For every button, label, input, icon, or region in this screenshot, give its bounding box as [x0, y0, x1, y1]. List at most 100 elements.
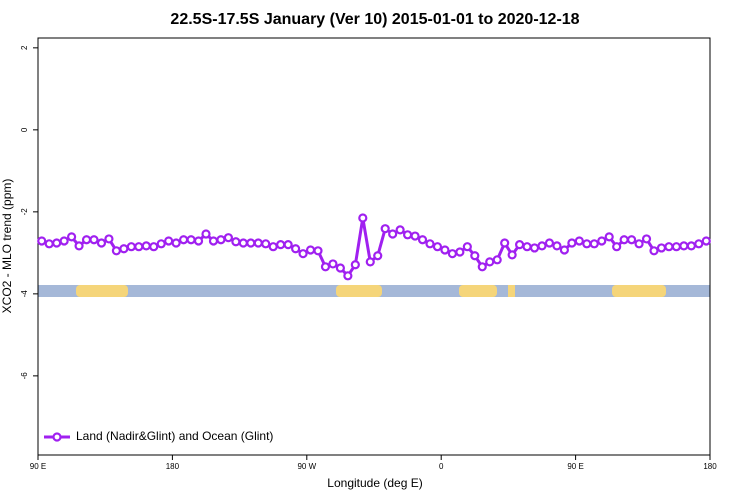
- land-band: [508, 285, 515, 297]
- data-point: [141, 241, 151, 251]
- land-band: [459, 285, 497, 297]
- land-band: [76, 285, 128, 297]
- data-point: [238, 238, 248, 248]
- data-point: [582, 239, 592, 249]
- data-point: [574, 236, 584, 246]
- data-point: [171, 238, 181, 248]
- data-point: [179, 235, 189, 245]
- land-band: [612, 285, 666, 297]
- data-point: [604, 232, 614, 242]
- data-point: [365, 257, 375, 267]
- data-point: [694, 239, 704, 249]
- data-point: [119, 244, 129, 254]
- data-point: [656, 243, 667, 253]
- data-point: [544, 238, 555, 248]
- x-tick-label: 0: [439, 462, 444, 471]
- x-tick-label: 180: [703, 462, 717, 471]
- data-point: [552, 241, 562, 251]
- data-point: [111, 246, 122, 256]
- data-point: [253, 238, 263, 248]
- data-point: [350, 260, 360, 270]
- y-tick-label: -2: [20, 208, 29, 216]
- data-point: [641, 234, 652, 244]
- data-point: [395, 225, 405, 235]
- data-point: [186, 235, 196, 245]
- data-point: [343, 271, 353, 281]
- data-point: [664, 242, 674, 252]
- data-point: [634, 239, 644, 249]
- chart-title: 22.5S-17.5S January (Ver 10) 2015-01-01 …: [170, 11, 579, 28]
- data-point: [671, 242, 682, 252]
- data-point: [358, 213, 368, 223]
- data-point: [559, 245, 570, 255]
- data-point: [626, 235, 637, 245]
- data-point: [89, 235, 99, 245]
- data-point: [380, 224, 390, 234]
- data-point: [149, 242, 159, 252]
- data-point: [201, 229, 211, 239]
- x-tick-label: 180: [166, 462, 180, 471]
- data-point: [81, 235, 92, 245]
- data-point: [246, 238, 256, 248]
- data-point: [701, 236, 711, 246]
- data-point: [208, 236, 219, 246]
- data-point: [686, 241, 696, 251]
- data-point: [276, 240, 286, 250]
- data-point: [537, 241, 547, 251]
- data-point: [567, 238, 577, 248]
- y-tick-label: -4: [20, 290, 29, 298]
- data-point: [223, 233, 233, 243]
- data-point: [462, 242, 472, 252]
- data-point: [193, 236, 204, 246]
- data-point: [231, 237, 241, 247]
- data-point: [291, 244, 301, 254]
- data-point: [164, 236, 174, 246]
- data-point: [679, 241, 689, 251]
- data-point: [477, 262, 487, 272]
- data-point: [66, 232, 77, 242]
- x-tick-label: 90 E: [567, 462, 583, 471]
- legend-label: Land (Nadir&Glint) and Ocean (Glint): [76, 429, 273, 443]
- data-point: [485, 257, 495, 267]
- data-point: [417, 235, 428, 245]
- data-point: [522, 242, 532, 252]
- data-point: [597, 236, 607, 246]
- plot-frame: [37, 37, 711, 456]
- y-tick-label: -6: [20, 372, 29, 380]
- data-point: [37, 236, 47, 246]
- data-point: [373, 251, 383, 261]
- data-point: [500, 238, 510, 248]
- data-point: [134, 242, 144, 252]
- data-point: [74, 241, 84, 251]
- x-axis-label: Longitude (deg E): [327, 476, 422, 490]
- data-point: [410, 231, 420, 241]
- data-point: [328, 259, 338, 269]
- land-ocean-strip: [38, 285, 710, 297]
- data-point: [305, 245, 316, 255]
- data-point: [126, 242, 136, 252]
- data-point: [649, 246, 659, 256]
- data-point: [298, 249, 308, 259]
- data-point: [447, 249, 457, 259]
- data-point: [261, 239, 271, 249]
- y-tick-label: 2: [20, 45, 29, 50]
- y-tick-label: 0: [20, 127, 29, 132]
- data-point: [335, 263, 345, 273]
- data-point: [514, 240, 525, 250]
- x-tick-label: 90 W: [297, 462, 316, 471]
- data-point: [59, 236, 69, 246]
- data-point: [589, 239, 599, 249]
- data-point: [388, 229, 398, 239]
- data-point: [529, 243, 540, 253]
- data-point: [96, 238, 107, 248]
- data-point: [268, 242, 278, 252]
- data-point: [313, 246, 323, 256]
- data-point: [492, 255, 502, 265]
- data-point: [470, 251, 480, 261]
- data-point: [507, 250, 517, 260]
- data-point: [216, 235, 226, 245]
- data-point: [425, 239, 435, 249]
- data-point: [283, 240, 293, 250]
- data-point: [44, 239, 54, 249]
